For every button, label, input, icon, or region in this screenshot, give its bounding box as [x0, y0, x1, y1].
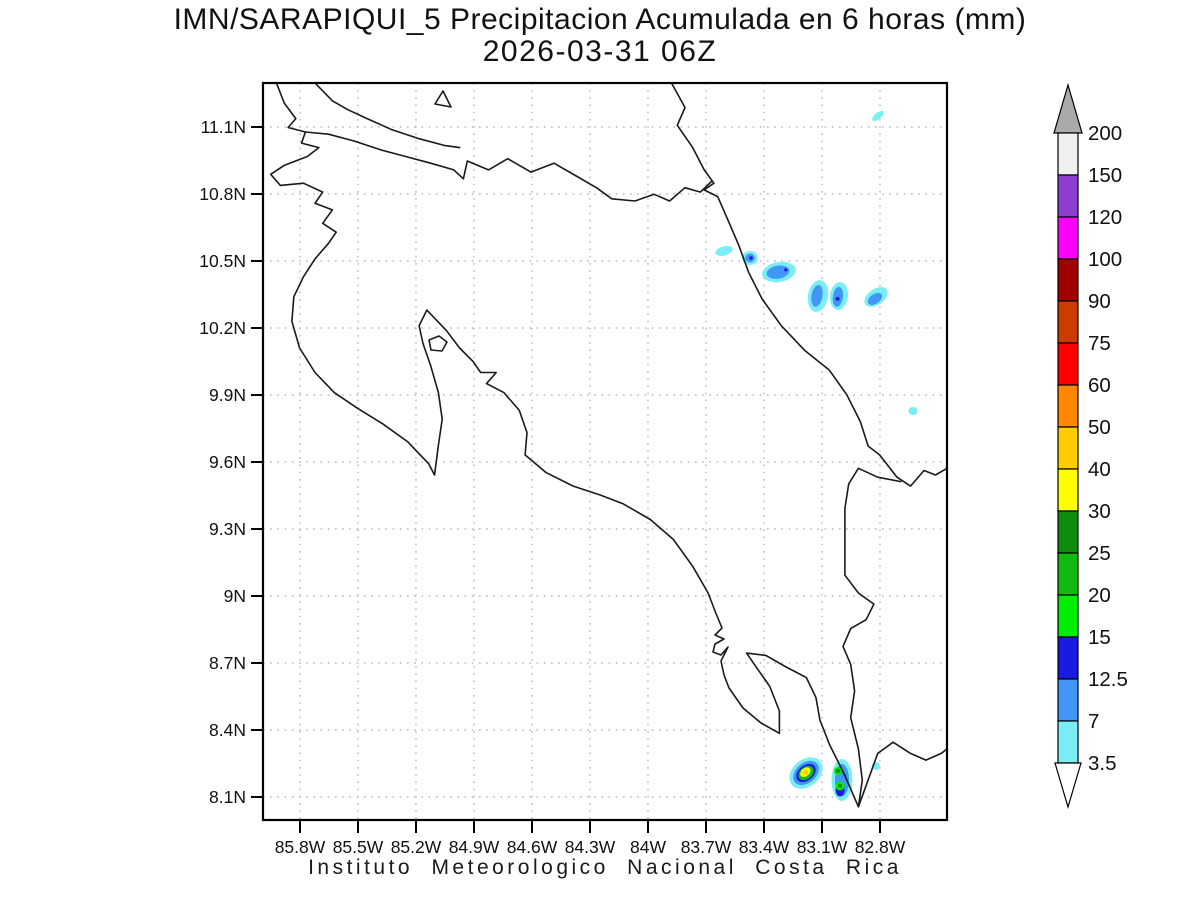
precip-contour-ring	[811, 284, 823, 307]
island-outline	[434, 90, 452, 108]
colorbar-segment	[1057, 258, 1079, 302]
colorbar-level-label: 50	[1088, 416, 1111, 439]
colorbar-segment	[1057, 300, 1079, 344]
precip-cell	[762, 261, 796, 283]
precip-cell	[715, 246, 733, 256]
precip-contour-ring	[908, 407, 918, 415]
colorbar-segment	[1057, 216, 1079, 260]
precip-contour-ring	[715, 246, 733, 256]
coastline-path	[304, 131, 713, 202]
lat-tick-label: 9N	[224, 586, 246, 606]
lon-tick-label: 82.8W	[855, 837, 906, 857]
precip-shaded-cells	[715, 110, 918, 801]
colorbar-segment	[1057, 594, 1079, 638]
axis-ticks: 11.1N 10.8N 10.5N 10.2N 9.9N 9.6N 9.3N 9N 8.7N 8.…	[199, 117, 905, 857]
coastline-path	[670, 83, 947, 487]
lon-tick-label: 83.4W	[739, 837, 790, 857]
lat-tick-label: 9.6N	[209, 452, 246, 472]
colorbar-level-label: 3.5	[1088, 752, 1117, 775]
colorbar-level-label: 40	[1088, 458, 1111, 481]
colorbar-segment	[1057, 132, 1079, 176]
lat-tick-label: 11.1N	[201, 117, 246, 137]
precip-contour-ring	[872, 110, 884, 122]
colorbar-level-label: 75	[1088, 332, 1111, 355]
lat-tick-label: 10.5N	[199, 251, 246, 271]
lon-tick-label: 83.1W	[797, 837, 848, 857]
lon-tick-label: 85.2W	[391, 837, 442, 857]
precip-contour-ring	[784, 268, 788, 272]
lat-tick-label: 8.1N	[209, 787, 246, 807]
precip-cell	[742, 251, 758, 265]
precip-cell	[908, 407, 918, 415]
colorbar-level-label: 20	[1088, 584, 1111, 607]
costa-rica-coastline	[269, 83, 947, 808]
lat-lon-gridlines	[263, 83, 947, 820]
precip-cell	[829, 282, 849, 310]
colorbar-segment	[1057, 636, 1079, 680]
figure-caption: Instituto Meteorologico Nacional Costa R…	[308, 856, 902, 879]
lat-tick-label: 9.9N	[209, 385, 246, 405]
lon-tick-label: 84.9W	[449, 837, 500, 857]
lon-tick-label: 84.6W	[507, 837, 558, 857]
colorbar-level-label: 15	[1088, 626, 1111, 649]
lat-tick-label: 10.2N	[199, 318, 246, 338]
colorbar-segment	[1057, 720, 1079, 764]
island-outline	[428, 335, 448, 352]
colorbar-segment	[1057, 426, 1079, 470]
colorbar-level-label: 200	[1088, 122, 1122, 145]
figure-title-line2: 2026-03-31 06Z	[482, 35, 718, 68]
precip-cell	[807, 280, 829, 312]
precip-contour-ring	[835, 768, 841, 774]
precip-colorbar: 200 150 120 100 90 75 60 50 40 30 25 20 15 12.5 7 3.5	[1053, 82, 1128, 810]
colorbar-level-label: 100	[1088, 248, 1122, 271]
colorbar-segment	[1057, 384, 1079, 428]
figure-title-line1: IMN/SARAPIQUI_5 Precipitacion Acumulada …	[173, 3, 1027, 36]
precip-contour-ring	[838, 784, 842, 788]
precip-cell	[864, 287, 888, 307]
colorbar-segment	[1057, 174, 1079, 218]
precip-contour-ring	[835, 296, 840, 301]
precip-cell	[789, 757, 823, 789]
lon-tick-label: 85.8W	[275, 837, 326, 857]
coastline-path	[842, 467, 902, 808]
colorbar-segment	[1057, 552, 1079, 596]
colorbar-level-label: 25	[1088, 542, 1111, 565]
colorbar-segment	[1057, 342, 1079, 386]
colorbar-level-label: 30	[1088, 500, 1111, 523]
lat-tick-label: 10.8N	[199, 184, 246, 204]
colorbar-level-label: 7	[1088, 710, 1099, 733]
colorbar-level-label: 90	[1088, 290, 1111, 313]
colorbar-level-label: 12.5	[1088, 668, 1128, 691]
precip-contour-ring	[867, 292, 883, 306]
lat-tick-label: 8.4N	[209, 720, 246, 740]
coastline-path	[314, 83, 461, 149]
colorbar-level-label: 120	[1088, 206, 1122, 229]
colorbar-under-arrow	[1054, 762, 1082, 810]
lat-tick-label: 8.7N	[209, 653, 246, 673]
lon-tick-label: 84W	[630, 837, 666, 857]
figure-title: IMN/SARAPIQUI_5 Precipitacion Acumulada …	[0, 4, 1200, 68]
lon-tick-label: 84.3W	[565, 837, 616, 857]
lon-tick-label: 83.7W	[681, 837, 732, 857]
coastline-path	[269, 83, 947, 808]
colorbar-level-label: 60	[1088, 374, 1111, 397]
colorbar-over-arrow	[1053, 82, 1083, 134]
lon-tick-label: 85.5W	[333, 837, 384, 857]
precip-contour-ring	[766, 265, 790, 279]
precip-cell	[872, 110, 884, 122]
colorbar-segment	[1057, 468, 1079, 512]
map-frame	[261, 81, 949, 822]
map-plot-area: 11.1N 10.8N 10.5N 10.2N 9.9N 9.6N 9.3N 9N 8.7N 8.…	[199, 81, 949, 857]
precip-cell	[831, 759, 853, 801]
colorbar-level-label: 150	[1088, 164, 1122, 187]
colorbar-segment	[1057, 510, 1079, 554]
precip-contour-ring	[749, 256, 753, 260]
precip-contour-ring	[802, 769, 809, 775]
colorbar-segment	[1057, 678, 1079, 722]
lat-tick-label: 9.3N	[209, 519, 246, 539]
